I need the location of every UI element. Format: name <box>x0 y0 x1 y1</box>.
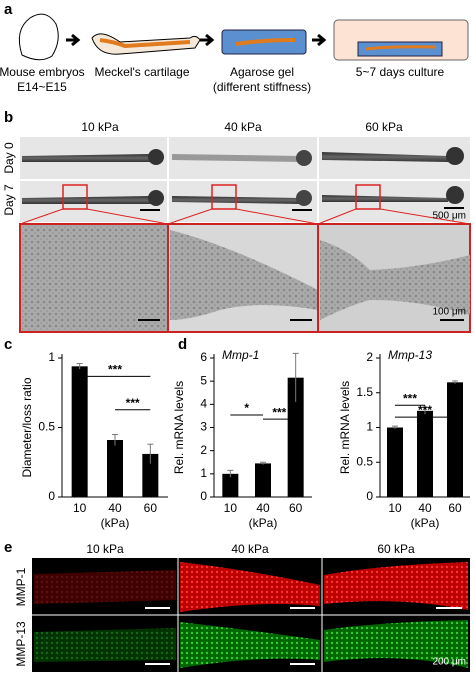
significance-label: *** <box>418 403 432 417</box>
column-label: 40 kPa <box>224 120 262 134</box>
y-tick-label: 2 <box>366 350 373 364</box>
significance-label: * <box>244 401 249 415</box>
row-label: Day 7 <box>2 184 16 216</box>
bar <box>142 453 159 497</box>
y-tick-label: 0.5 <box>38 420 55 434</box>
y-axis-label: Rel. mRNA levels <box>338 381 352 474</box>
y-tick-label: 1.5 <box>356 385 373 399</box>
bar <box>417 410 433 497</box>
panel-e: e 10 kPa 40 kPa 60 kPa MMP-1 MMP-13 200 … <box>4 539 470 672</box>
y-axis-label: Rel. mRNA levels <box>172 381 186 474</box>
x-tick-label: 10 <box>73 501 87 515</box>
x-tick-label: 10 <box>224 501 238 515</box>
x-tick-label: 60 <box>289 501 303 515</box>
x-tick-label: 10 <box>388 501 402 515</box>
y-tick-label: 2 <box>200 443 207 457</box>
bar <box>71 366 88 497</box>
panel-letter: d <box>178 336 187 353</box>
x-tick-label: 60 <box>448 501 462 515</box>
y-axis-label: Diameter/loss ratio <box>20 377 34 477</box>
step-label: Agarose gel <box>230 65 294 79</box>
scale-label: 100 μm <box>432 307 466 318</box>
x-axis-label: (kPa) <box>411 516 440 530</box>
column-label: 60 kPa <box>365 120 403 134</box>
bar <box>447 382 463 497</box>
chart-title: Mmp-1 <box>222 348 259 362</box>
x-tick-label: 60 <box>144 501 158 515</box>
panel-letter: b <box>4 109 13 126</box>
column-label: 40 kPa <box>231 542 269 556</box>
bar <box>287 377 304 497</box>
scale-label: 500 μm <box>432 211 466 222</box>
arrow <box>66 33 81 47</box>
step-label: Mouse embryos <box>0 65 85 79</box>
y-tick-label: 0 <box>366 489 373 503</box>
scale-label: 200 μm <box>432 657 466 668</box>
cartilage <box>365 45 437 51</box>
significance-label: *** <box>272 405 286 419</box>
step-sublabel: E14~E15 <box>17 80 67 94</box>
column-label: 10 kPa <box>86 542 124 556</box>
significance-label: *** <box>108 363 122 377</box>
y-tick-label: 5 <box>200 373 207 387</box>
zoom-image <box>19 223 169 333</box>
x-axis-label: (kPa) <box>249 516 278 530</box>
cartilage <box>235 38 296 46</box>
y-tick-label: 1 <box>200 466 207 480</box>
cartilage <box>99 38 191 49</box>
y-tick-label: 6 <box>200 350 207 364</box>
bar <box>255 463 271 497</box>
x-tick-label: 40 <box>418 501 432 515</box>
significance-label: *** <box>126 396 140 410</box>
arrow <box>200 33 215 47</box>
significance-label: *** <box>403 391 417 405</box>
y-tick-label: 1 <box>48 350 55 364</box>
step-sublabel: (different stiffness) <box>213 80 311 94</box>
embryo-icon <box>18 13 59 61</box>
y-tick-label: 1 <box>366 420 373 434</box>
bar <box>387 427 403 497</box>
row-label: MMP-13 <box>14 621 28 667</box>
y-tick-label: 0 <box>48 489 55 503</box>
arrow <box>312 33 327 47</box>
panel-letter: a <box>4 1 13 18</box>
bar <box>107 440 123 497</box>
y-tick-label: 0 <box>200 489 207 503</box>
y-tick-label: 0.5 <box>356 454 373 468</box>
column-label: 10 kPa <box>81 120 119 134</box>
step-label: Meckel's cartilage <box>95 65 190 79</box>
panel-b: b 10 kPa 40 kPa 60 kPa Day 0 Day 7 500 μ… <box>2 109 471 333</box>
panel-letter: c <box>4 336 12 353</box>
bar <box>222 473 239 497</box>
panel-letter: e <box>4 539 12 556</box>
column-label: 60 kPa <box>377 542 415 556</box>
y-tick-label: 4 <box>200 397 207 411</box>
x-axis-label: (kPa) <box>101 516 130 530</box>
panel-a: a Mouse embryos E14~E15 Meckel's cartila… <box>0 1 469 94</box>
row-label: Day 0 <box>2 142 16 174</box>
row-label: MMP-1 <box>14 567 28 606</box>
x-tick-label: 40 <box>256 501 270 515</box>
x-tick-label: 40 <box>108 501 122 515</box>
step-label: 5~7 days culture <box>356 65 445 79</box>
y-tick-label: 3 <box>200 420 207 434</box>
chart-title: Mmp-13 <box>388 348 432 362</box>
